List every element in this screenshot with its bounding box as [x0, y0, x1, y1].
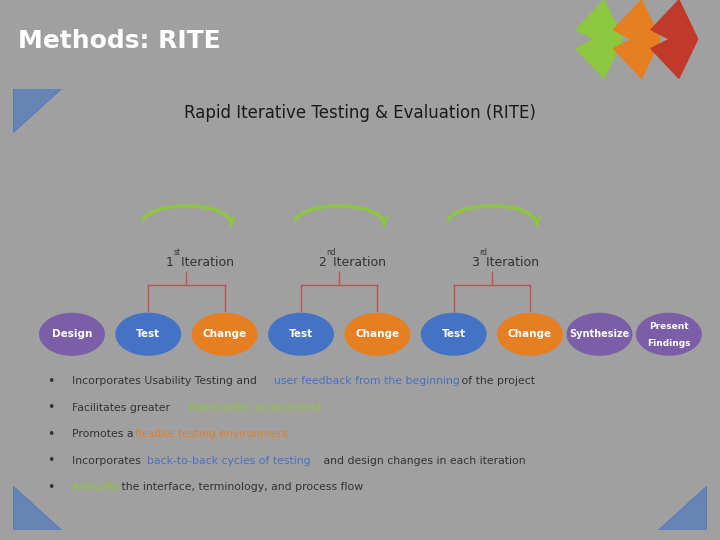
- Text: Iteration: Iteration: [482, 256, 539, 269]
- Text: 2: 2: [318, 256, 326, 269]
- Text: Design: Design: [52, 329, 92, 339]
- Text: stakeholder involvement: stakeholder involvement: [187, 403, 323, 413]
- Text: Test: Test: [136, 329, 161, 339]
- Text: Rapid Iterative Testing & Evaluation (RITE): Rapid Iterative Testing & Evaluation (RI…: [184, 104, 536, 123]
- Text: 1: 1: [166, 256, 174, 269]
- Ellipse shape: [497, 313, 563, 356]
- Text: •: •: [48, 481, 55, 494]
- Text: Change: Change: [202, 329, 247, 339]
- Ellipse shape: [39, 313, 105, 356]
- Ellipse shape: [636, 313, 702, 356]
- Text: the interface, terminology, and process flow: the interface, terminology, and process …: [118, 482, 363, 492]
- Polygon shape: [13, 486, 61, 530]
- Text: Test: Test: [441, 329, 466, 339]
- Text: Iteration: Iteration: [330, 256, 387, 269]
- Text: flexible testing environment: flexible testing environment: [135, 429, 289, 439]
- Text: Methods: RITE: Methods: RITE: [18, 29, 220, 53]
- Text: nd: nd: [327, 248, 336, 257]
- Ellipse shape: [344, 313, 410, 356]
- Polygon shape: [659, 486, 707, 530]
- Text: Incorporates Usability Testing and: Incorporates Usability Testing and: [72, 376, 261, 386]
- Text: 3: 3: [471, 256, 479, 269]
- Text: •: •: [48, 401, 55, 414]
- Text: Iteration: Iteration: [177, 256, 234, 269]
- Text: Change: Change: [508, 329, 552, 339]
- Text: •: •: [48, 375, 55, 388]
- Ellipse shape: [567, 313, 632, 356]
- Polygon shape: [613, 0, 660, 78]
- Text: Analyzes: Analyzes: [72, 482, 120, 492]
- Text: rd: rd: [480, 248, 487, 257]
- Text: Change: Change: [355, 329, 400, 339]
- Text: st: st: [174, 248, 181, 257]
- Text: •: •: [48, 454, 55, 467]
- Ellipse shape: [115, 313, 181, 356]
- Text: Findings: Findings: [647, 339, 690, 348]
- Text: back-to-back cycles of testing: back-to-back cycles of testing: [147, 456, 310, 465]
- Text: Present: Present: [649, 322, 688, 331]
- Ellipse shape: [420, 313, 487, 356]
- Text: Facilitates greater: Facilitates greater: [72, 403, 174, 413]
- Text: Promotes a: Promotes a: [72, 429, 137, 439]
- Polygon shape: [576, 0, 623, 78]
- Text: •: •: [48, 428, 55, 441]
- Text: of the project: of the project: [458, 376, 535, 386]
- Text: Incorporates: Incorporates: [72, 456, 144, 465]
- Polygon shape: [13, 89, 61, 133]
- Text: Test: Test: [289, 329, 313, 339]
- Polygon shape: [651, 0, 698, 78]
- Ellipse shape: [268, 313, 334, 356]
- Text: Synthesize: Synthesize: [570, 329, 629, 339]
- Text: and design changes in each iteration: and design changes in each iteration: [320, 456, 526, 465]
- Ellipse shape: [192, 313, 258, 356]
- Text: user feedback from the beginning: user feedback from the beginning: [274, 376, 459, 386]
